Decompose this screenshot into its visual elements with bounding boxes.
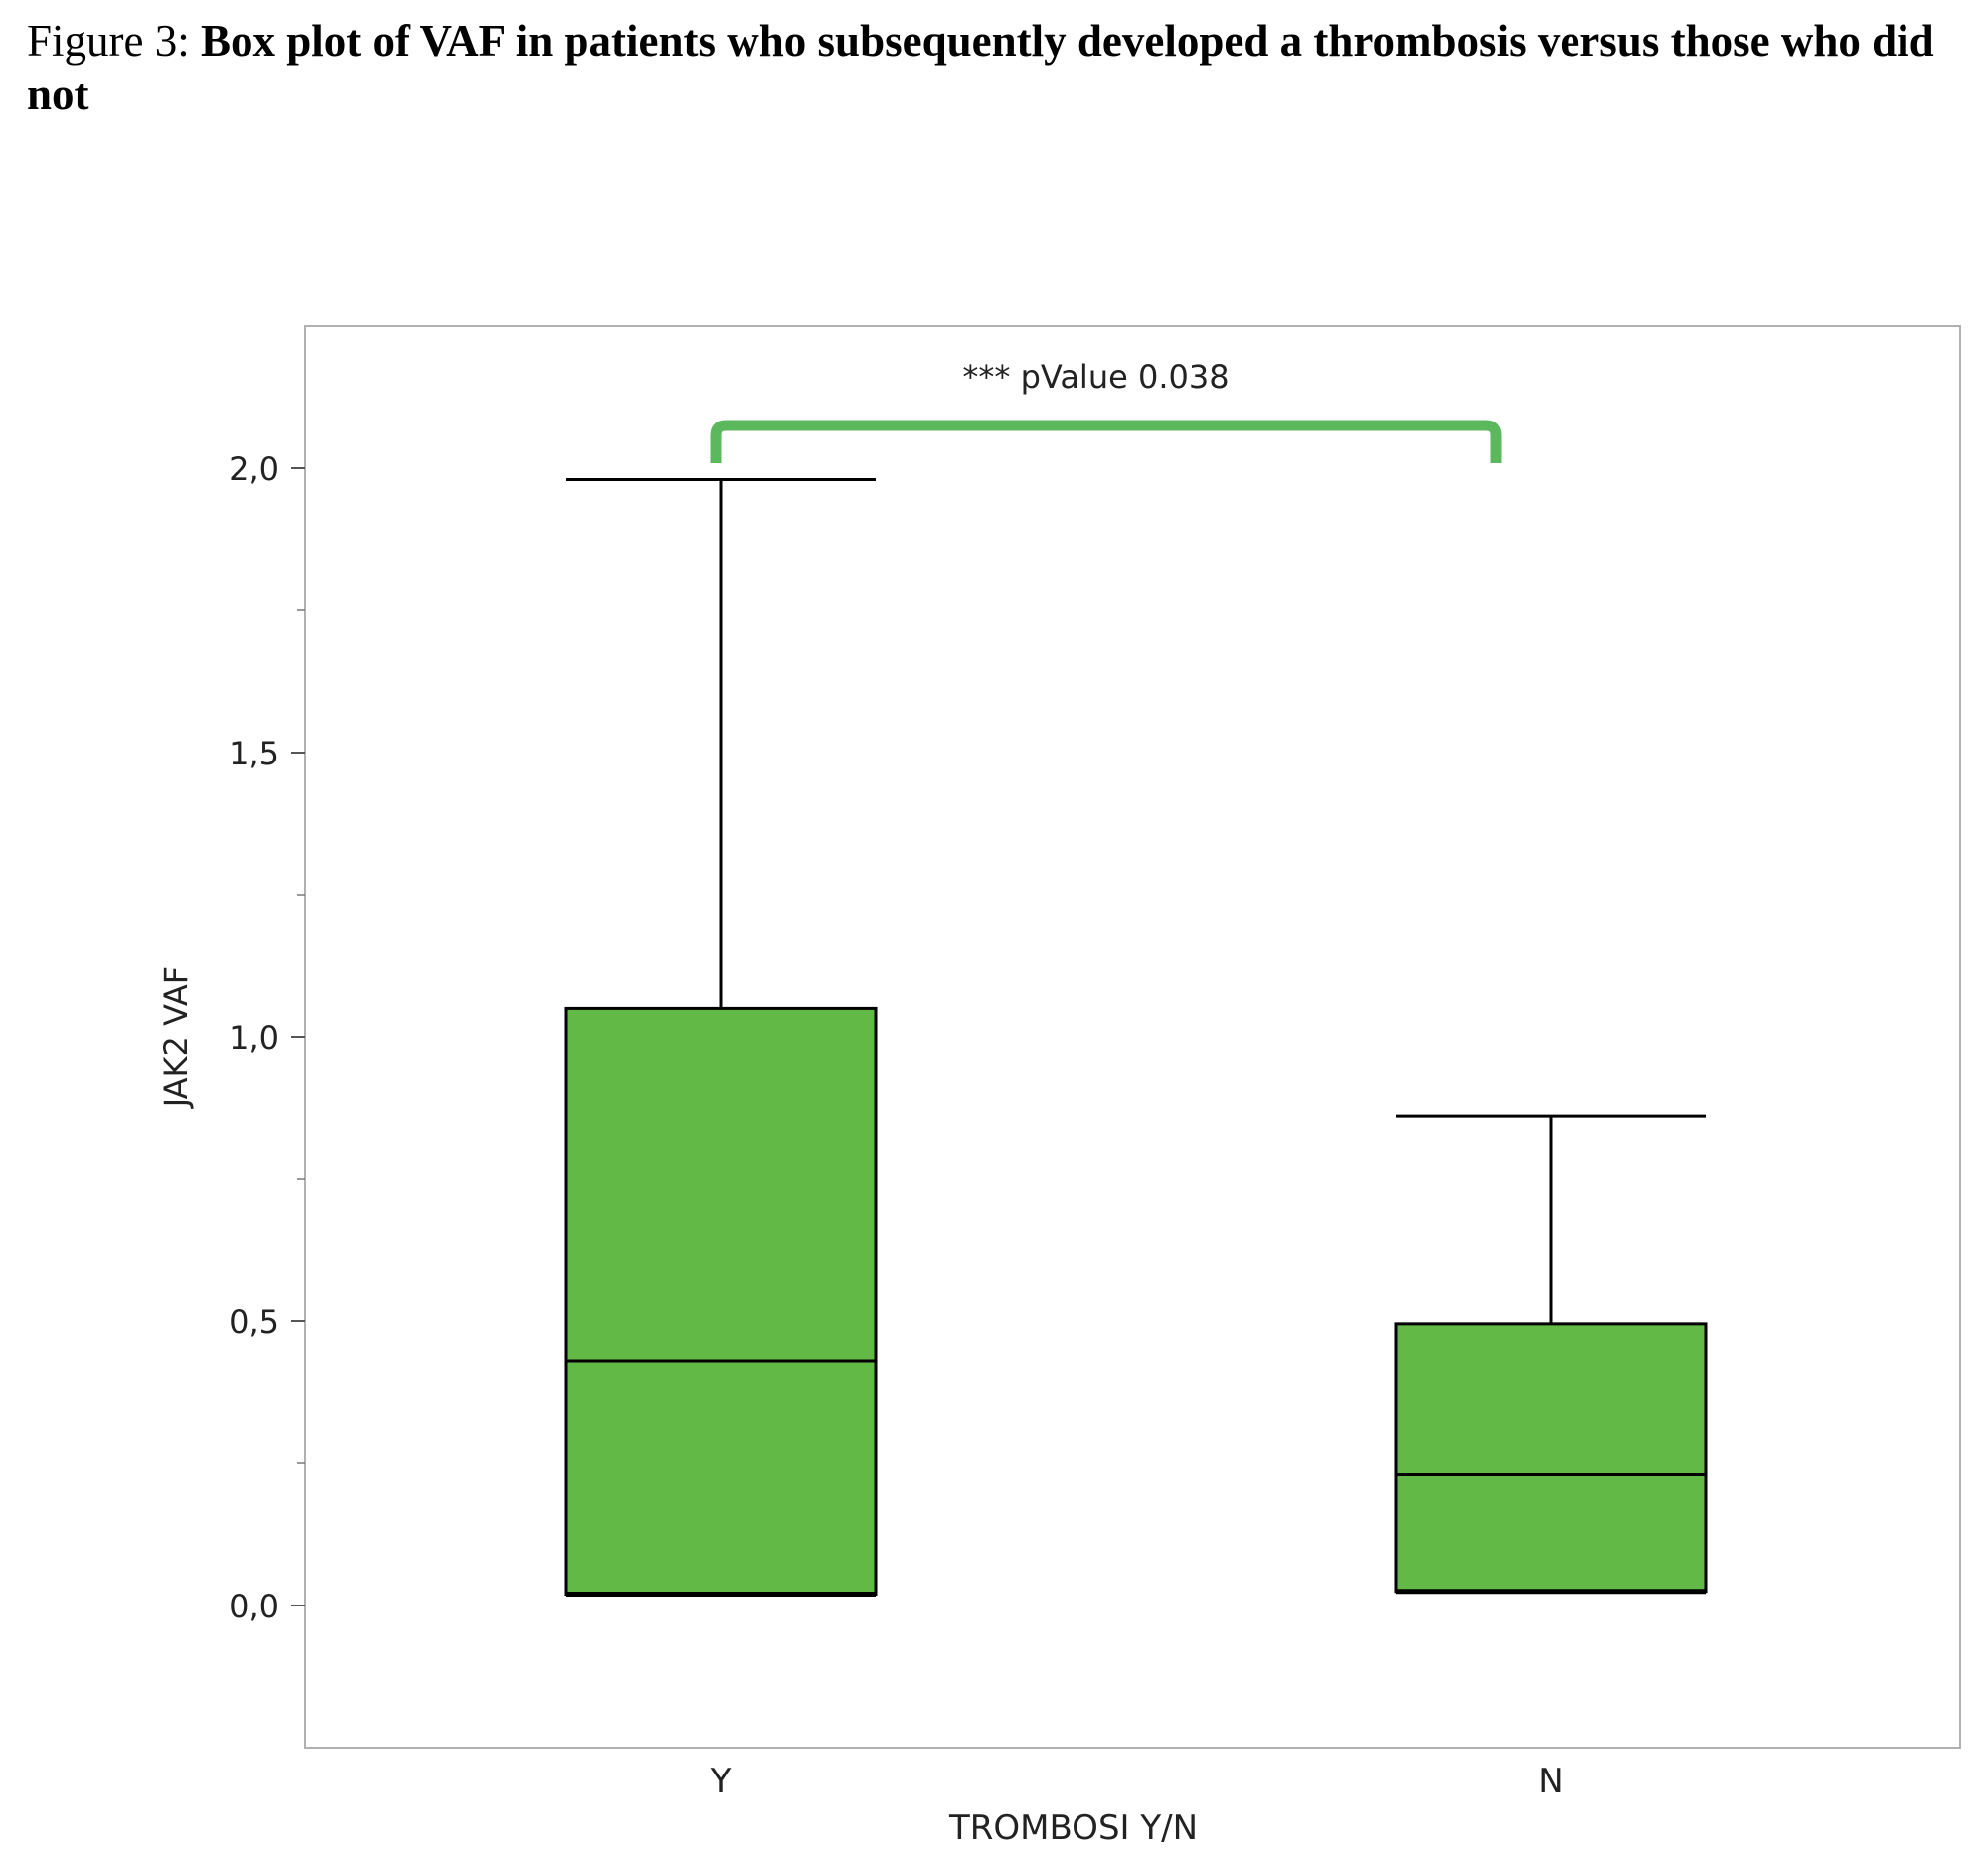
caption-lead: Figure 3:	[27, 16, 201, 66]
y-axis: 0,0 0,5 1,0 1,5 2,0	[229, 450, 305, 1625]
y-tick-label-4: 2,0	[229, 450, 279, 488]
caption-title: Box plot of VAF in patients who subseque…	[27, 16, 1934, 119]
box-rect-n	[1394, 1322, 1708, 1594]
x-axis-label: TROMBOSI Y/N	[948, 1808, 1198, 1848]
box-y	[564, 477, 878, 1598]
y-tick-label-1: 0,5	[229, 1303, 279, 1341]
y-axis-label: JAK2 VAF	[157, 966, 195, 1109]
boxes	[564, 477, 1708, 1598]
y-tick-label-3: 1,5	[229, 735, 279, 772]
annotation-text: *** pValue 0.038	[962, 358, 1229, 396]
bracket-line	[710, 420, 1502, 463]
y-tick-label-2: 1,0	[229, 1019, 279, 1057]
x-tick-label-n: N	[1538, 1762, 1563, 1801]
box-n	[1394, 1114, 1708, 1595]
y-tick-label-0: 0,0	[229, 1588, 279, 1625]
significance-bracket: *** pValue 0.038	[710, 358, 1502, 463]
figure-caption: Figure 3: Box plot of VAF in patients wh…	[27, 14, 1975, 121]
box-rect-y	[564, 1006, 878, 1597]
plot-frame	[304, 325, 1961, 1749]
x-tick-label-y: Y	[710, 1762, 732, 1801]
